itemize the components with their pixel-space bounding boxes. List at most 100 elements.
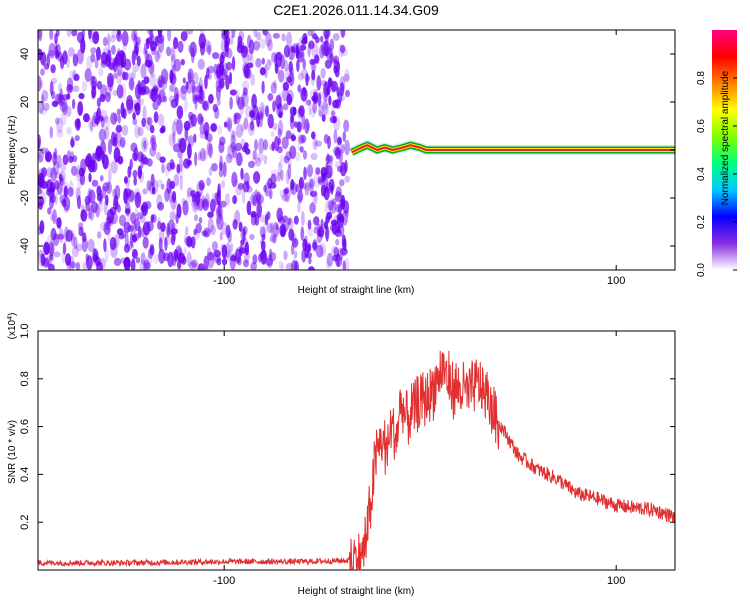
noise-blob: [46, 53, 50, 68]
noise-blob: [201, 100, 209, 111]
noise-blob: [204, 129, 209, 141]
noise-blob: [236, 152, 243, 167]
noise-blob: [305, 75, 311, 82]
noise-blob: [117, 114, 122, 124]
noise-blob: [116, 228, 124, 236]
noise-blob: [176, 105, 184, 120]
noise-blob: [149, 146, 157, 157]
heatmap-y-tick-label: -40: [19, 238, 31, 254]
noise-blob: [310, 152, 318, 161]
noise-blob: [164, 236, 168, 251]
noise-blob: [339, 44, 346, 54]
noise-blob: [199, 123, 205, 135]
noise-blob: [71, 30, 78, 37]
noise-blob: [242, 80, 250, 91]
noise-blob: [192, 72, 199, 85]
noise-blob: [127, 225, 134, 232]
noise-blob: [96, 46, 101, 61]
noise-blob: [267, 177, 273, 190]
noise-blob: [42, 102, 50, 111]
noise-blob: [112, 89, 119, 97]
noise-blob: [215, 69, 221, 79]
noise-blob: [84, 199, 92, 211]
noise-blob: [234, 142, 243, 152]
noise-blob: [203, 229, 210, 239]
noise-blob: [68, 180, 74, 195]
noise-blob: [38, 249, 44, 258]
noise-blob: [303, 235, 308, 246]
noise-blob: [145, 37, 153, 44]
noise-blob: [254, 139, 258, 151]
noise-blob: [234, 210, 241, 225]
noise-blob: [303, 166, 307, 180]
noise-blob: [170, 228, 178, 235]
noise-blob: [100, 221, 108, 232]
noise-blob: [70, 229, 75, 240]
noise-blob: [289, 145, 297, 160]
colorbar-label: Normalized spectral amplitude: [720, 70, 731, 205]
noise-blob: [129, 158, 133, 170]
noise-blob: [256, 201, 263, 218]
noise-blob: [299, 146, 304, 153]
noise-blob: [100, 175, 104, 182]
noise-blob: [166, 222, 170, 238]
noise-blob: [325, 154, 333, 165]
noise-blob: [216, 214, 224, 231]
noise-blob: [328, 155, 334, 166]
noise-blob: [329, 158, 334, 171]
noise-blob: [73, 73, 80, 81]
noise-blob: [266, 58, 271, 71]
noise-blob: [276, 103, 284, 117]
noise-blob: [232, 194, 237, 205]
noise-blob: [286, 76, 293, 83]
noise-blob: [41, 90, 49, 102]
noise-blob: [81, 237, 88, 253]
noise-blob: [329, 116, 336, 124]
noise-blob: [72, 155, 78, 163]
noise-blob: [113, 56, 119, 72]
noise-blob: [178, 137, 187, 153]
noise-blob: [38, 134, 41, 150]
noise-blob: [166, 46, 172, 57]
noise-blob: [238, 221, 243, 232]
noise-blob: [151, 46, 156, 55]
noise-blob: [273, 79, 277, 89]
noise-blob: [320, 223, 325, 239]
noise-blob: [49, 213, 55, 222]
noise-blob: [38, 226, 43, 235]
noise-blob: [88, 172, 92, 183]
noise-blob: [311, 131, 316, 140]
noise-blob: [263, 154, 268, 165]
noise-blob: [83, 113, 90, 123]
noise-blob: [145, 53, 153, 69]
noise-blob: [153, 111, 159, 124]
noise-blob: [220, 51, 226, 59]
noise-blob: [277, 161, 282, 177]
noise-blob: [157, 220, 162, 230]
noise-blob: [156, 152, 161, 161]
noise-blob: [44, 147, 50, 162]
noise-blob: [55, 30, 60, 37]
noise-blob: [140, 63, 147, 79]
noise-blob: [84, 155, 93, 168]
noise-blob: [72, 53, 79, 67]
noise-blob: [312, 91, 319, 104]
noise-blob: [130, 72, 136, 81]
snr-x-tick-label: 100: [607, 575, 625, 587]
noise-blob: [311, 59, 316, 73]
noise-blob: [59, 194, 66, 204]
noise-blob: [74, 135, 80, 142]
noise-blob: [121, 30, 129, 47]
noise-blob: [199, 131, 207, 139]
noise-blob: [179, 156, 183, 173]
noise-blob: [329, 200, 337, 214]
noise-blob: [142, 188, 148, 195]
noise-blob: [68, 47, 75, 57]
noise-blob: [190, 259, 198, 268]
noise-blob: [298, 176, 305, 190]
noise-blob: [331, 198, 337, 206]
noise-blob: [237, 40, 245, 49]
noise-blob: [115, 124, 123, 133]
noise-blob: [252, 254, 258, 265]
noise-blob: [307, 243, 311, 253]
